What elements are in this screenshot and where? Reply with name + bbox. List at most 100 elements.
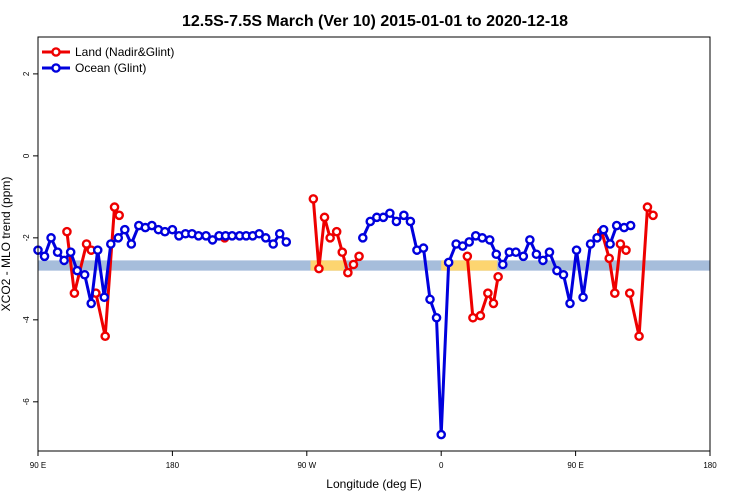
data-point xyxy=(254,228,265,239)
data-point xyxy=(314,263,324,274)
data-point xyxy=(538,255,548,266)
data-point xyxy=(558,269,569,280)
data-point xyxy=(113,233,124,243)
data-point xyxy=(604,253,615,264)
plot-frame xyxy=(37,36,711,452)
data-point xyxy=(92,245,103,255)
series-line xyxy=(628,205,655,338)
data-point xyxy=(571,245,582,255)
x-tick-label: 180 xyxy=(703,461,717,470)
data-point xyxy=(477,233,488,243)
data-point xyxy=(120,224,130,235)
data-point xyxy=(464,237,475,247)
x-tick-label: 180 xyxy=(166,461,180,470)
data-point xyxy=(126,239,137,249)
data-point xyxy=(207,235,218,245)
data-point xyxy=(642,202,653,212)
series-land xyxy=(62,194,658,342)
data-point xyxy=(491,249,502,260)
data-point xyxy=(468,312,478,323)
data-point xyxy=(518,251,529,262)
data-point xyxy=(436,429,447,440)
data-point xyxy=(343,267,353,278)
data-point xyxy=(308,194,319,204)
data-point xyxy=(109,202,120,212)
data-point xyxy=(69,288,80,298)
y-tick-label: -6 xyxy=(22,398,31,406)
x-tick-label: 90 W xyxy=(297,461,316,470)
data-point xyxy=(391,216,402,227)
data-point xyxy=(354,251,364,262)
data-point xyxy=(475,310,486,321)
x-tick-label: 0 xyxy=(439,461,444,470)
plot-area xyxy=(33,194,710,440)
data-point xyxy=(114,210,124,221)
data-point xyxy=(201,231,211,241)
data-point xyxy=(106,239,116,249)
data-point xyxy=(274,228,285,239)
data-point xyxy=(483,288,493,298)
legend-label: Land (Nadir&Glint) xyxy=(75,45,174,59)
data-point xyxy=(585,239,596,249)
data-point xyxy=(511,247,521,257)
data-point xyxy=(193,231,204,241)
data-point xyxy=(331,226,342,237)
data-point xyxy=(337,247,348,257)
y-tick-label: 0 xyxy=(22,153,31,158)
band-highlight xyxy=(310,260,345,271)
axes: 90 E 180 90 W 0 90 E 180 2 0 -2 -4 -6 xyxy=(22,71,717,470)
data-point xyxy=(378,212,389,223)
data-point xyxy=(493,271,503,282)
data-point xyxy=(598,224,609,235)
y-tick-label: 2 xyxy=(22,71,31,76)
data-point xyxy=(100,331,110,342)
data-point xyxy=(625,220,636,231)
data-point xyxy=(147,220,157,231)
data-point xyxy=(325,233,335,243)
data-point xyxy=(268,239,279,249)
data-point xyxy=(52,247,63,257)
data-point xyxy=(565,298,575,309)
data-point xyxy=(399,210,409,221)
data-point xyxy=(462,251,473,262)
data-point xyxy=(605,239,615,249)
y-tick-label: -4 xyxy=(22,316,31,324)
data-point xyxy=(81,239,92,249)
data-point xyxy=(62,226,72,237)
data-point xyxy=(443,257,454,268)
data-point xyxy=(624,288,635,298)
data-point xyxy=(365,216,376,227)
legend-marker xyxy=(51,47,61,57)
chart-title: 12.5S-7.5S March (Ver 10) 2015-01-01 to … xyxy=(182,13,568,30)
data-point xyxy=(405,216,416,227)
data-point xyxy=(99,292,110,303)
data-point xyxy=(621,245,631,255)
data-point xyxy=(488,298,499,309)
data-point xyxy=(611,220,622,231)
data-point xyxy=(544,247,555,257)
data-point xyxy=(167,224,178,235)
data-point xyxy=(46,233,56,243)
data-point xyxy=(648,210,658,221)
data-point xyxy=(260,233,271,243)
data-point xyxy=(385,208,395,219)
data-point xyxy=(484,235,495,245)
data-point xyxy=(319,212,330,223)
data-point xyxy=(72,265,82,276)
data-point xyxy=(39,251,50,262)
data-point xyxy=(86,298,96,309)
data-point xyxy=(65,247,76,257)
data-point xyxy=(634,331,644,342)
data-point xyxy=(525,235,535,245)
x-axis-label: Longitude (deg E) xyxy=(326,477,421,491)
data-point xyxy=(610,288,620,298)
data-point xyxy=(418,243,429,253)
data-point xyxy=(457,241,468,251)
data-point xyxy=(59,255,69,266)
x-tick-label: 90 E xyxy=(567,461,583,470)
data-point xyxy=(531,249,542,260)
y-axis-label: XCO2 - MLO trend (ppm) xyxy=(0,177,13,312)
data-point xyxy=(497,259,508,270)
series-ocean xyxy=(33,208,636,440)
